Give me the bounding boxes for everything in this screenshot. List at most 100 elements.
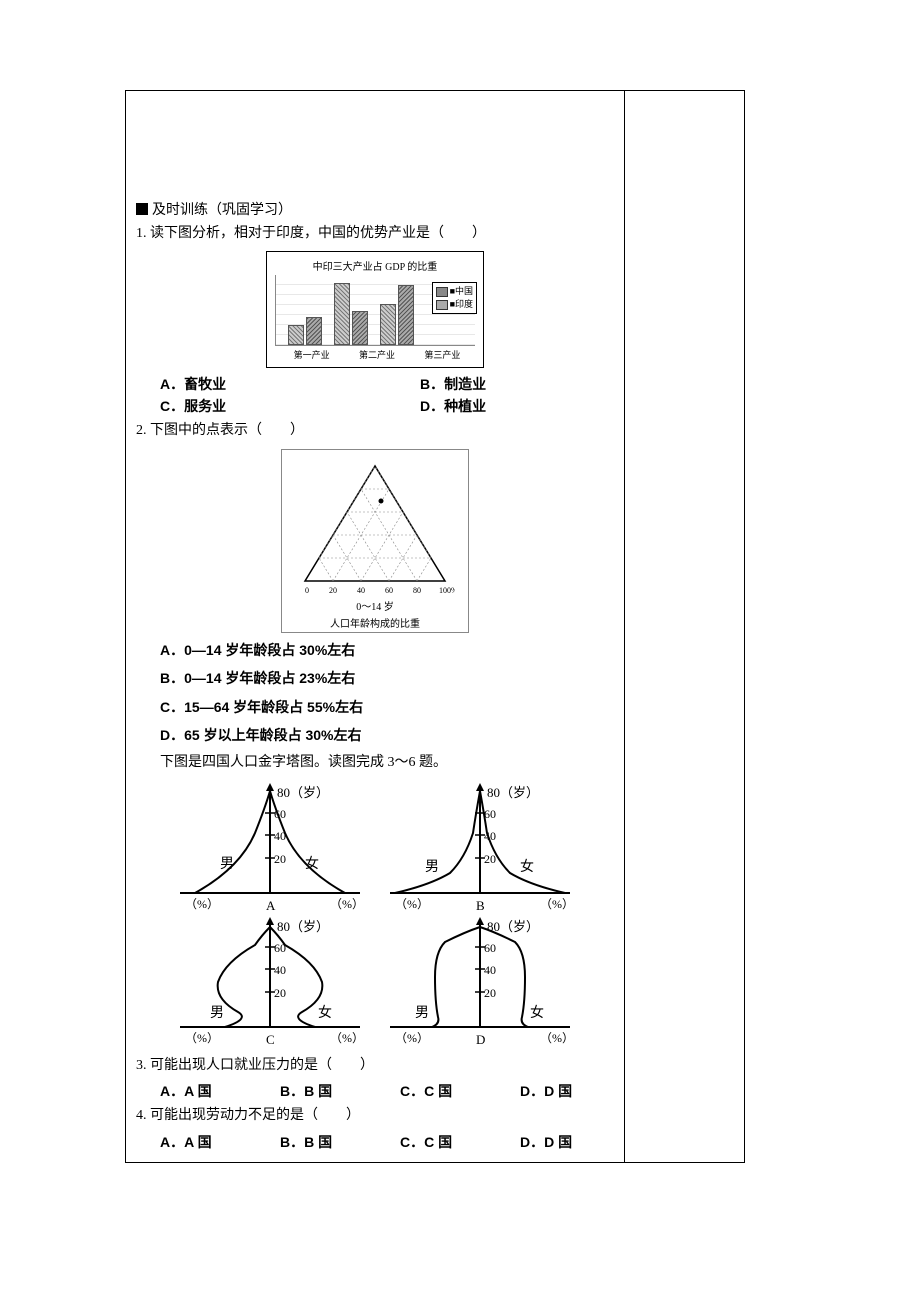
svg-text:60: 60	[274, 807, 286, 821]
ternary-axis-label: 0～14 岁	[290, 598, 460, 613]
bar-india-2	[352, 311, 368, 345]
pyramid-intro: 下图是四国人口金字塔图。读图完成 3～6 题。	[160, 752, 614, 774]
pyramid-a: 80（岁） 60 40 20 男 女 （%） （%） A	[170, 783, 370, 913]
svg-text:女: 女	[305, 855, 319, 872]
q2-chart-wrap: 0 20 40 60 80 100% 0～14 岁 人口年龄构成的比重	[136, 449, 614, 633]
section-header-text: 及时训练（巩固学习）	[152, 199, 292, 219]
q3-opt-a[interactable]: A．A 国	[160, 1081, 270, 1101]
pyr-row-1: 80（岁） 60 40 20 男 女 （%） （%） A	[136, 783, 614, 913]
page-container: 及时训练（巩固学习） 1. 读下图分析，相对于印度，中国的优势产业是（ ） 中印…	[0, 0, 920, 1193]
svg-text:20: 20	[484, 852, 496, 866]
pyramid-b: 80（岁） 60 40 20 男 女 （%） （%） B	[380, 783, 580, 913]
q1-chart-wrap: 中印三大产业占 GDP 的比重	[136, 251, 614, 368]
pyr-row-2: 80（岁） 60 40 20 男 女 （%） （%） C	[136, 917, 614, 1047]
pyramid-d: 80（岁） 60 40 20 男 女 （%） （%） D	[380, 917, 580, 1047]
ternary-point	[379, 498, 384, 503]
svg-text:20: 20	[274, 852, 286, 866]
svg-text:0: 0	[305, 586, 309, 595]
q2-ternary-chart: 0 20 40 60 80 100% 0～14 岁 人口年龄构成的比重	[281, 449, 469, 633]
q1-prompt: 1. 读下图分析，相对于印度，中国的优势产业是（ ）	[136, 223, 614, 245]
svg-text:40: 40	[357, 586, 365, 595]
svg-text:80（岁）: 80（岁）	[487, 785, 539, 800]
svg-text:40: 40	[274, 829, 286, 843]
q4-opt-c[interactable]: C．C 国	[400, 1132, 510, 1152]
pyramids-wrap: 80（岁） 60 40 20 男 女 （%） （%） A	[136, 783, 614, 1047]
svg-text:60: 60	[484, 807, 496, 821]
q1-options-row1: A．畜牧业 B．制造业	[160, 374, 614, 394]
svg-text:80（岁）: 80（岁）	[277, 919, 329, 934]
q4-opt-b[interactable]: B．B 国	[280, 1132, 390, 1152]
svg-text:男: 男	[210, 1006, 224, 1021]
svg-text:（%）: （%）	[330, 1031, 364, 1045]
svg-text:女: 女	[520, 858, 534, 875]
q2-opt-a[interactable]: A．0—14 岁年龄段占 30%左右	[160, 639, 614, 663]
svg-text:男: 男	[425, 860, 439, 875]
bar-group-3	[380, 285, 414, 345]
side-margin-cell	[625, 90, 745, 1163]
q3-opt-c[interactable]: C．C 国	[400, 1081, 510, 1101]
legend-india: ■印度	[436, 298, 473, 311]
xcat-1: 第一产业	[294, 348, 330, 361]
svg-text:男: 男	[415, 1006, 429, 1021]
q2-opt-c[interactable]: C．15—64 岁年龄段占 55%左右	[160, 696, 614, 720]
svg-text:B: B	[476, 898, 485, 913]
q1-opt-c[interactable]: C．服务业	[160, 396, 410, 416]
xcat-3: 第三产业	[424, 348, 460, 361]
svg-text:女: 女	[530, 1004, 544, 1021]
svg-text:（%）: （%）	[395, 897, 429, 911]
q4-opt-a[interactable]: A．A 国	[160, 1132, 270, 1152]
svg-text:40: 40	[484, 963, 496, 977]
svg-text:（%）: （%）	[395, 1031, 429, 1045]
svg-text:20: 20	[274, 986, 286, 1000]
q4-prompt: 4. 可能出现劳动力不足的是（ ）	[136, 1105, 614, 1127]
q1-opt-a[interactable]: A．畜牧业	[160, 374, 410, 394]
ternary-caption: 人口年龄构成的比重	[290, 615, 460, 630]
q1-legend: ■中国 ■印度	[432, 282, 477, 313]
svg-text:60: 60	[484, 941, 496, 955]
legend-china: ■中国	[436, 285, 473, 298]
bar-group-1	[288, 317, 322, 345]
svg-text:60: 60	[274, 941, 286, 955]
bar-india-1	[306, 317, 322, 345]
svg-text:80（岁）: 80（岁）	[277, 785, 329, 800]
q1-chart-title: 中印三大产业占 GDP 的比重	[275, 258, 475, 273]
svg-text:A: A	[266, 898, 276, 913]
svg-text:女: 女	[318, 1004, 332, 1021]
svg-text:80（岁）: 80（岁）	[487, 919, 539, 934]
square-icon	[136, 203, 148, 215]
svg-text:60: 60	[385, 586, 393, 595]
q3-options: A．A 国 B．B 国 C．C 国 D．D 国	[160, 1081, 614, 1101]
pyramid-c: 80（岁） 60 40 20 男 女 （%） （%） C	[170, 917, 370, 1047]
svg-text:（%）: （%）	[540, 1031, 574, 1045]
svg-text:40: 40	[274, 963, 286, 977]
svg-text:80: 80	[413, 586, 421, 595]
q2-prompt: 2. 下图中的点表示（ ）	[136, 420, 614, 442]
svg-text:（%）: （%）	[330, 897, 364, 911]
svg-text:（%）: （%）	[185, 1031, 219, 1045]
bar-india-3	[398, 285, 414, 345]
q1-xaxis: 第一产业 第二产业 第三产业	[279, 348, 475, 361]
q4-options: A．A 国 B．B 国 C．C 国 D．D 国	[160, 1132, 614, 1152]
bar-china-2	[334, 283, 350, 345]
svg-text:C: C	[266, 1032, 275, 1047]
q4-opt-d[interactable]: D．D 国	[520, 1132, 630, 1152]
svg-text:40: 40	[484, 829, 496, 843]
q1-bar-chart: 中印三大产业占 GDP 的比重	[266, 251, 484, 368]
xcat-2: 第二产业	[359, 348, 395, 361]
section-header: 及时训练（巩固学习）	[136, 199, 614, 219]
q2-opt-b[interactable]: B．0—14 岁年龄段占 23%左右	[160, 667, 614, 691]
svg-text:20: 20	[329, 586, 337, 595]
bar-china-3	[380, 304, 396, 345]
q2-opt-d[interactable]: D．65 岁以上年龄段占 30%左右	[160, 724, 614, 748]
svg-text:（%）: （%）	[540, 897, 574, 911]
q3-opt-d[interactable]: D．D 国	[520, 1081, 630, 1101]
outer-layout: 及时训练（巩固学习） 1. 读下图分析，相对于印度，中国的优势产业是（ ） 中印…	[125, 90, 920, 1163]
q3-opt-b[interactable]: B．B 国	[280, 1081, 390, 1101]
svg-text:（%）: （%）	[185, 897, 219, 911]
svg-text:男: 男	[220, 857, 234, 872]
main-content-cell: 及时训练（巩固学习） 1. 读下图分析，相对于印度，中国的优势产业是（ ） 中印…	[125, 90, 625, 1163]
svg-text:D: D	[476, 1032, 485, 1047]
q1-options-row2: C．服务业 D．种植业	[160, 396, 614, 416]
ternary-svg: 0 20 40 60 80 100%	[295, 456, 455, 596]
svg-text:100%: 100%	[439, 586, 455, 595]
